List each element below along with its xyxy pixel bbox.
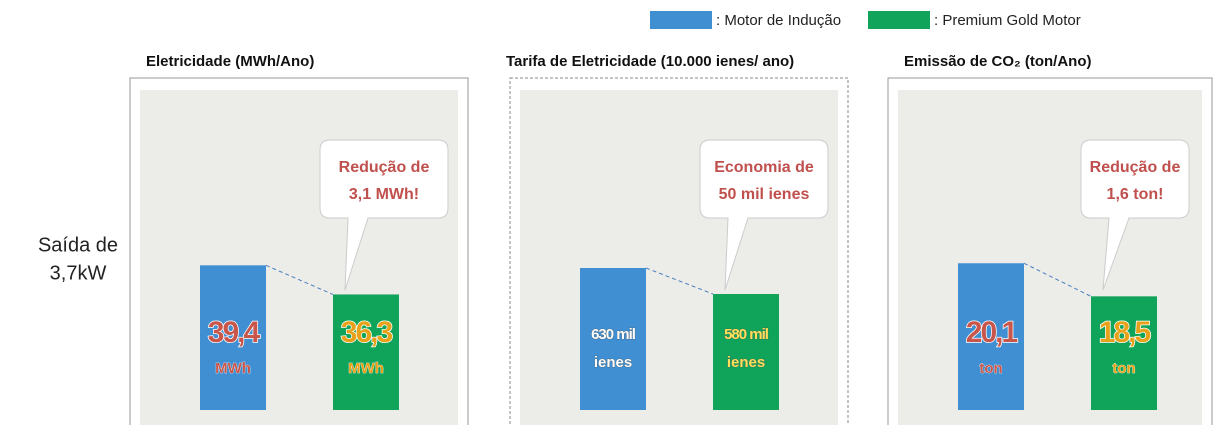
value-label: 630 mil — [591, 326, 636, 343]
legend-label: : Premium Gold Motor — [934, 12, 1081, 29]
row-label: Saída de — [38, 234, 118, 256]
callout-text: 1,6 ton! — [1107, 186, 1164, 203]
callout — [319, 139, 449, 291]
callout-text: Economia de — [714, 159, 814, 176]
legend-label: : Motor de Indução — [716, 12, 841, 29]
unit-label: ton — [1112, 360, 1135, 377]
value-label: 36,3 — [341, 316, 393, 349]
unit-label: ton — [979, 360, 1002, 377]
callout-text: Redução de — [339, 159, 430, 176]
value-label: 20,1 — [966, 316, 1018, 349]
unit-label: MWh — [348, 360, 384, 377]
legend-swatch — [868, 11, 930, 29]
bar — [580, 268, 646, 410]
bar — [1091, 296, 1157, 410]
callout-text: 50 mil ienes — [719, 186, 810, 203]
callout — [699, 139, 829, 291]
callout — [1080, 139, 1190, 291]
legend-swatch — [650, 11, 712, 29]
value-label: 18,5 — [1099, 316, 1151, 349]
row-label: 3,7kW — [50, 262, 107, 284]
callout-text: Redução de — [1090, 159, 1181, 176]
bar — [333, 294, 399, 410]
unit-label: MWh — [215, 360, 251, 377]
bar — [713, 294, 779, 410]
value-label: 580 mil — [724, 326, 769, 343]
panel-title: Tarifa de Eletricidade (10.000 ienes/ an… — [506, 53, 794, 70]
unit-label: ienes — [594, 354, 632, 371]
connector — [645, 267, 714, 295]
callout-text: 3,1 MWh! — [349, 186, 419, 203]
bar — [200, 265, 266, 410]
unit-label: ienes — [727, 354, 765, 371]
bar — [958, 263, 1024, 410]
value-label: 39,4 — [208, 316, 261, 349]
connector — [1023, 262, 1092, 297]
panel-title: Emissão de CO₂ (ton/Ano) — [904, 53, 1092, 70]
panel-title: Eletricidade (MWh/Ano) — [146, 53, 314, 70]
connector — [265, 264, 334, 295]
